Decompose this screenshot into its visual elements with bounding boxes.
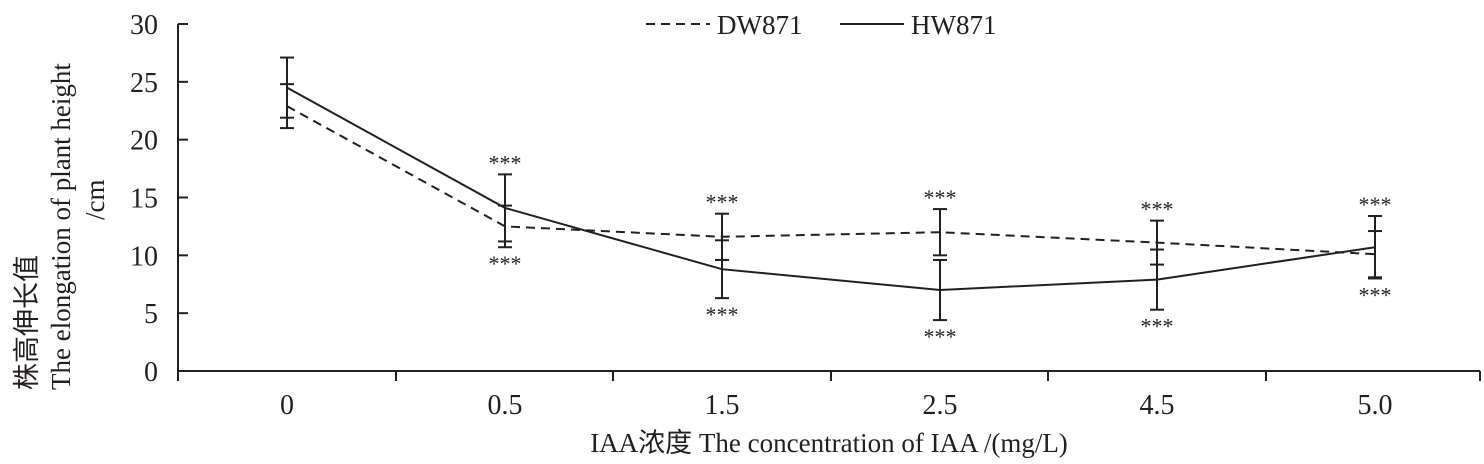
significance-marker: *** bbox=[706, 190, 739, 215]
y-axis-label: 株高伸长值 The elongation of plant height /cm bbox=[12, 63, 110, 390]
y-tick-label: 25 bbox=[130, 68, 158, 99]
y-axis-label-unit: /cm bbox=[80, 180, 110, 221]
x-tick-label: 1.5 bbox=[705, 390, 740, 421]
y-tick-label: 10 bbox=[130, 241, 158, 272]
x-tick-label: 0 bbox=[280, 390, 294, 421]
y-tick-label: 0 bbox=[144, 357, 158, 388]
significance-marker: *** bbox=[1359, 282, 1392, 307]
error-bars bbox=[280, 56, 1382, 322]
legend-label-dw871: DW871 bbox=[717, 10, 802, 40]
significance-marker: *** bbox=[924, 324, 957, 349]
significance-marker: *** bbox=[706, 302, 739, 327]
series-line-hw871 bbox=[286, 86, 1376, 292]
x-ticks: 0 0.5 1.5 2.5 4.5 5.0 bbox=[177, 371, 1481, 421]
significance-marker: *** bbox=[924, 185, 957, 210]
significance-marker: *** bbox=[1141, 197, 1174, 222]
axes bbox=[177, 24, 1480, 372]
series-lines bbox=[286, 86, 1376, 292]
significance-markers: *** *** *** *** *** *** *** *** *** *** bbox=[489, 150, 1392, 349]
significance-marker: *** bbox=[489, 251, 522, 276]
y-axis-label-cn: 株高伸长值 bbox=[12, 255, 42, 390]
series-line-dw871 bbox=[286, 105, 1376, 256]
y-axis-label-en: The elongation of plant height bbox=[46, 63, 76, 390]
y-tick-label: 30 bbox=[130, 10, 158, 41]
significance-marker: *** bbox=[489, 150, 522, 175]
x-tick-label: 0.5 bbox=[488, 390, 523, 421]
x-tick-label: 5.0 bbox=[1358, 390, 1393, 421]
legend: DW871 HW871 bbox=[646, 10, 996, 40]
y-tick-label: 5 bbox=[144, 299, 158, 330]
y-ticks: 0 5 10 15 20 25 30 bbox=[130, 10, 188, 388]
significance-marker: *** bbox=[1141, 314, 1174, 339]
y-tick-label: 15 bbox=[130, 184, 158, 215]
x-tick-label: 2.5 bbox=[923, 390, 958, 421]
legend-label-hw871: HW871 bbox=[911, 10, 996, 40]
y-tick-label: 20 bbox=[130, 126, 158, 157]
x-tick-label: 4.5 bbox=[1140, 390, 1175, 421]
significance-marker: *** bbox=[1359, 192, 1392, 217]
x-axis-label: IAA浓度 The concentration of IAA /(mg/L) bbox=[590, 428, 1068, 458]
